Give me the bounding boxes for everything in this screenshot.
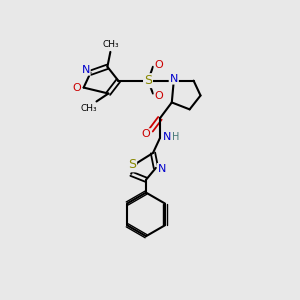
Text: O: O [72,82,81,93]
Text: CH₃: CH₃ [102,40,119,50]
Text: O: O [154,91,163,100]
Text: N: N [163,132,171,142]
Text: N: N [169,74,178,84]
Text: O: O [154,60,163,70]
Text: CH₃: CH₃ [80,104,97,113]
Text: N: N [81,65,90,75]
Text: N: N [158,164,166,174]
Text: S: S [144,74,152,87]
Text: S: S [128,158,136,171]
Text: H: H [172,132,179,142]
Text: O: O [142,129,150,139]
